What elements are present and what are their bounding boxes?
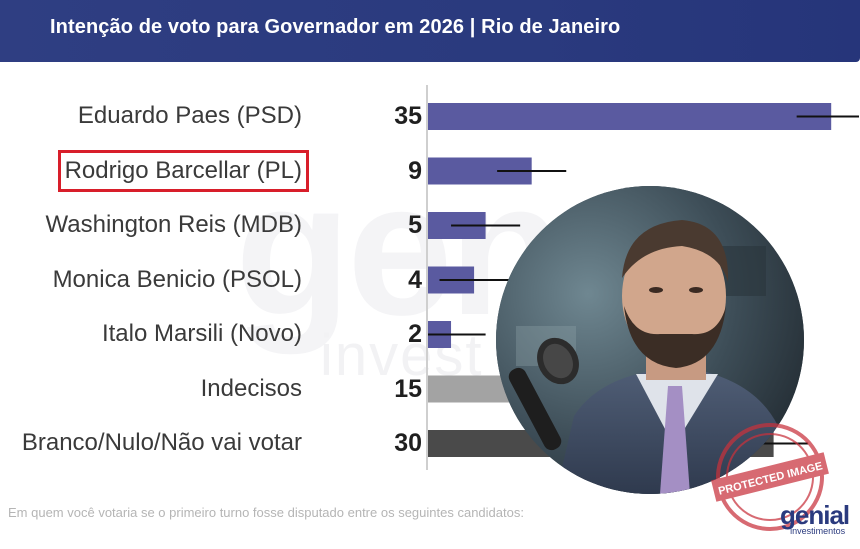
protected-image-stamp: PROTECTED IMAGE — [711, 423, 829, 531]
value-label: 35 — [394, 102, 422, 130]
value-label: 2 — [408, 320, 422, 348]
category-label: Indecisos — [200, 375, 302, 402]
chart-title: Intenção de voto para Governador em 2026… — [50, 16, 621, 38]
category-label: Eduardo Paes (PSD) — [77, 102, 302, 129]
category-label: Washington Reis (MDB) — [45, 211, 302, 238]
survey-question-note: Em quem você votaria se o primeiro turno… — [8, 505, 524, 520]
y-axis-line — [426, 85, 428, 470]
value-label: 30 — [394, 429, 422, 457]
brand-logo-name: genial — [780, 500, 850, 530]
value-label: 15 — [394, 375, 422, 403]
value-label: 9 — [408, 157, 422, 185]
category-label: Monica Benicio (PSOL) — [52, 266, 302, 293]
value-label: 5 — [408, 211, 422, 239]
candidate-portrait-illustration — [496, 186, 804, 494]
brand-logo: genial investimentos — [780, 500, 850, 536]
chart-header: Intenção de voto para Governador em 2026… — [0, 0, 860, 62]
bar — [428, 103, 832, 130]
brand-logo-sub: investimentos — [790, 526, 846, 536]
category-label: Branco/Nulo/Não vai votar — [21, 429, 302, 456]
value-label: 4 — [408, 266, 422, 294]
category-label-highlighted: Rodrigo Barcellar (PL) — [57, 150, 310, 192]
category-label: Italo Marsili (Novo) — [101, 320, 302, 347]
candidate-photo — [496, 186, 804, 494]
